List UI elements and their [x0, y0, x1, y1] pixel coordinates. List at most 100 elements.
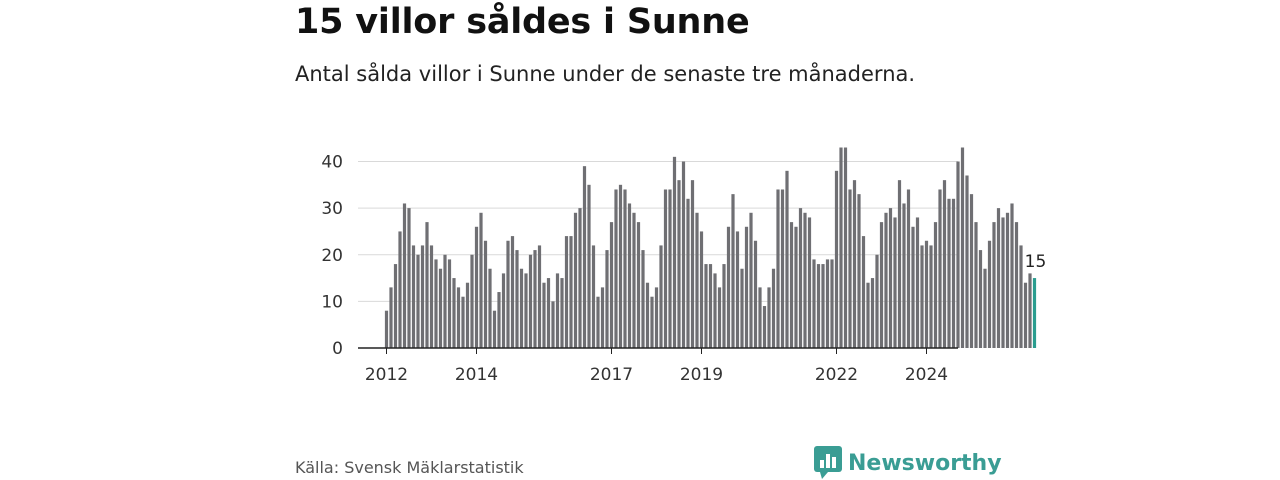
bar — [591, 245, 596, 348]
page-title: 15 villor såldes i Sunne — [295, 2, 750, 42]
bar — [569, 236, 573, 348]
bar — [623, 189, 627, 348]
bar — [902, 203, 906, 348]
bar — [609, 222, 614, 348]
bar — [501, 273, 506, 348]
bar — [407, 208, 411, 348]
bar — [429, 245, 434, 348]
bar — [987, 240, 992, 348]
y-tick-label: 0 — [332, 339, 343, 359]
bar — [515, 250, 519, 348]
x-tick-label: 2019 — [680, 365, 723, 385]
bar — [969, 194, 974, 348]
bar — [479, 212, 483, 348]
bar — [605, 250, 609, 348]
bar — [659, 245, 663, 348]
bar — [870, 278, 875, 348]
bar — [731, 194, 735, 348]
bar — [492, 310, 497, 348]
bar — [641, 250, 645, 348]
bar — [402, 203, 407, 348]
bar — [753, 240, 758, 348]
bar — [456, 287, 461, 348]
bar — [875, 254, 879, 348]
bar — [690, 180, 695, 348]
bar — [830, 259, 834, 348]
bar — [546, 278, 551, 348]
x-tick-label: 2014 — [455, 365, 498, 385]
bar — [497, 292, 501, 348]
page-subtitle: Antal sålda villor i Sunne under de sena… — [295, 62, 916, 86]
bar — [780, 189, 785, 348]
bars-layer — [384, 147, 1037, 348]
x-tick-label: 2024 — [905, 365, 948, 385]
bar — [938, 189, 942, 348]
bar — [848, 189, 852, 348]
bar — [920, 245, 924, 348]
bar — [1001, 217, 1005, 348]
bar — [825, 259, 830, 348]
bar — [767, 287, 771, 348]
bar — [650, 296, 654, 348]
bar — [393, 264, 398, 348]
bar — [645, 282, 650, 348]
bar — [533, 250, 537, 348]
bar — [942, 180, 947, 348]
bar — [798, 208, 803, 348]
bar — [893, 217, 897, 348]
bar — [542, 282, 546, 348]
bar — [704, 264, 708, 348]
bar — [416, 254, 420, 348]
bar — [672, 156, 677, 348]
x-tick-label: 2022 — [815, 365, 858, 385]
bar — [411, 245, 416, 348]
bar — [461, 296, 465, 348]
bar — [555, 273, 560, 348]
bar — [443, 254, 447, 348]
axis-layer — [358, 347, 958, 354]
bar — [951, 198, 956, 348]
bar — [488, 268, 492, 348]
bar — [897, 180, 902, 348]
bar — [915, 217, 920, 348]
bar — [677, 180, 681, 348]
bar — [600, 287, 605, 348]
bar — [861, 236, 866, 348]
bar — [821, 264, 825, 348]
bar — [947, 198, 951, 348]
bar — [564, 236, 569, 348]
bar — [560, 278, 564, 348]
bar — [924, 240, 929, 348]
bar — [1019, 245, 1023, 348]
bar — [528, 254, 533, 348]
bar — [960, 147, 965, 348]
bar — [681, 161, 686, 348]
bar — [425, 222, 429, 348]
bar — [879, 222, 884, 348]
bar — [1005, 212, 1010, 348]
bar — [438, 268, 443, 348]
bar — [758, 287, 762, 348]
bar — [965, 175, 969, 348]
x-tick-label: 2012 — [365, 365, 408, 385]
bar — [1010, 203, 1014, 348]
bar — [519, 268, 524, 348]
bar — [551, 301, 555, 348]
bar — [398, 231, 402, 348]
bar — [740, 268, 744, 348]
bar — [726, 226, 731, 348]
bar — [582, 166, 587, 348]
bar — [992, 222, 996, 348]
bar — [884, 212, 888, 348]
bar — [434, 259, 438, 348]
bar — [1023, 282, 1028, 348]
bar — [713, 273, 717, 348]
brand-logo[interactable]: Newsworthy — [814, 446, 1002, 480]
label-layer: 0 10 20 30 40 2012 2014 2017 2019 2022 2024 15 — [321, 153, 1046, 386]
bar-chart: 0 10 20 30 40 2012 2014 2017 2019 2022 2024 15 — [321, 147, 1046, 386]
y-tick-label: 30 — [321, 199, 343, 219]
bar — [1028, 273, 1032, 348]
bar — [452, 278, 456, 348]
bar — [708, 264, 713, 348]
bar — [735, 231, 740, 348]
